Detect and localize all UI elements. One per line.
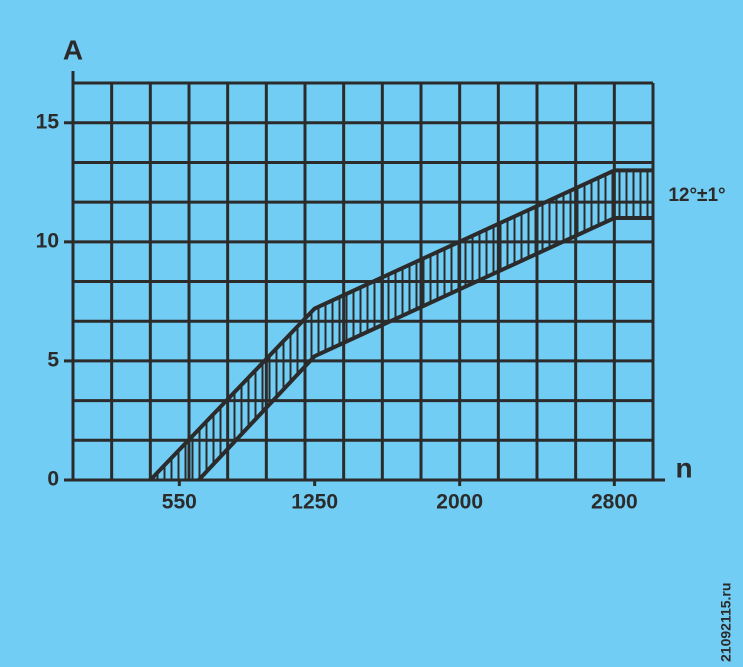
watermark: 21092115.ru xyxy=(718,583,734,662)
y-axis-label: A xyxy=(63,34,83,65)
x-tick-label: 2800 xyxy=(591,491,638,514)
x-tick-label: 1250 xyxy=(291,491,338,514)
band-area xyxy=(150,170,654,480)
band-edge xyxy=(197,216,653,482)
band-edge xyxy=(148,168,653,482)
x-tick-label: 2000 xyxy=(436,491,483,514)
y-tick-label: 5 xyxy=(47,348,59,371)
annotation: 12°±1° xyxy=(668,185,725,206)
y-tick-label: 0 xyxy=(47,468,59,491)
y-tick-label: 10 xyxy=(36,229,59,252)
x-tick-label: 550 xyxy=(162,491,197,514)
y-tick-label: 15 xyxy=(36,110,60,133)
x-axis-label: n xyxy=(675,452,692,483)
